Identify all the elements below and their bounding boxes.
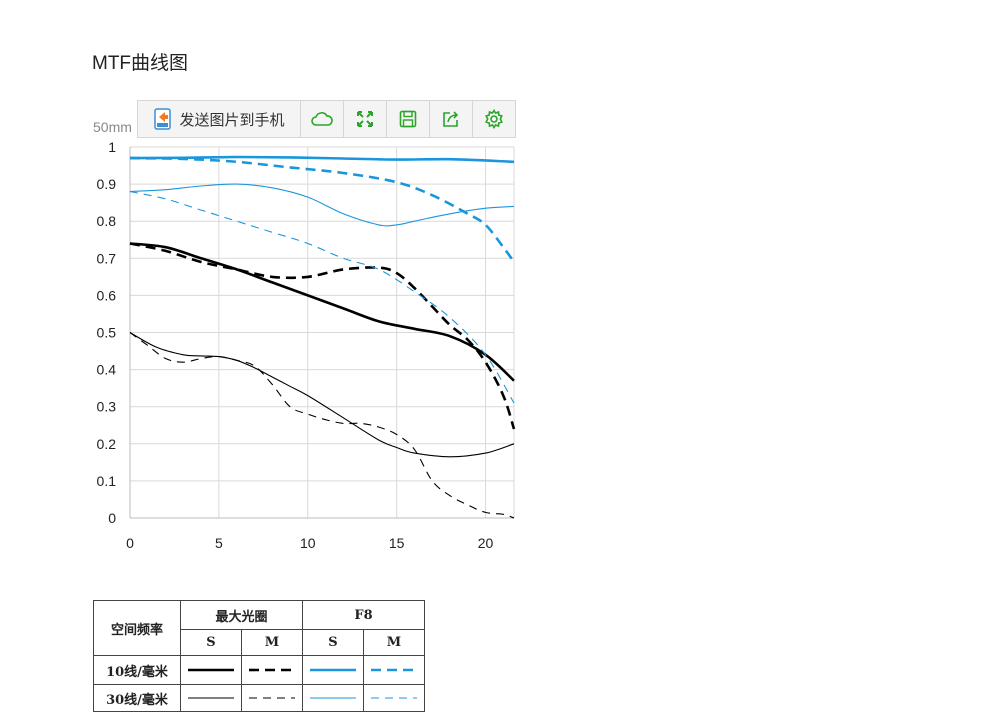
legend-group-max-aperture: 最大光圈 — [180, 600, 303, 630]
legend-subheader: S — [180, 629, 242, 656]
legend-swatch-cell — [241, 655, 303, 685]
legend-swatch — [188, 668, 234, 672]
mtf-series-line-5 — [129, 332, 515, 458]
y-tick-label: 0.2 — [97, 436, 117, 452]
cloud-button[interactable] — [301, 101, 344, 137]
x-tick-label: 10 — [300, 535, 316, 551]
legend-swatch-cell — [363, 655, 425, 685]
mtf-series-line-3 — [129, 155, 515, 164]
send-to-phone-label: 发送图片到手机 — [179, 111, 285, 129]
legend-swatch — [310, 697, 356, 699]
y-tick-label: 0.6 — [97, 287, 117, 303]
fullscreen-button[interactable] — [344, 101, 387, 137]
legend-row-label: 10线/毫米 — [93, 655, 181, 685]
legend-swatch-cell — [180, 684, 242, 712]
legend-swatch — [371, 668, 417, 672]
chart-toolbar: 发送图片到手机 — [137, 100, 516, 138]
mtf-series-line-4 — [129, 156, 516, 263]
x-tick-label: 15 — [389, 535, 405, 551]
y-tick-label: 0.4 — [97, 362, 117, 378]
legend-swatch-cell — [180, 655, 242, 685]
save-button[interactable] — [387, 101, 430, 137]
legend-group-f8: F8 — [302, 600, 425, 630]
page-title: MTF曲线图 — [92, 53, 189, 74]
y-tick-label: 0.1 — [97, 473, 117, 489]
save-icon — [399, 110, 417, 128]
legend-swatch-cell — [302, 655, 364, 685]
phone-send-icon — [154, 108, 172, 130]
focal-length-label: 50mm — [93, 119, 132, 135]
y-tick-label: 0.8 — [97, 213, 117, 229]
settings-button[interactable] — [473, 101, 515, 137]
legend-header-frequency: 空间频率 — [93, 600, 181, 656]
send-to-phone-button[interactable]: 发送图片到手机 — [138, 101, 301, 137]
legend-subheader: S — [302, 629, 364, 656]
y-tick-label: 0.9 — [97, 176, 117, 192]
y-tick-label: 1 — [108, 139, 116, 155]
share-button[interactable] — [430, 101, 473, 137]
legend-swatch — [249, 668, 295, 672]
legend-swatch-cell — [363, 684, 425, 712]
legend-swatch-cell — [241, 684, 303, 712]
x-tick-label: 5 — [215, 535, 223, 551]
legend-table: 空间频率 最大光圈 F8 S M S M 10线/毫米 30线/毫米 — [93, 600, 425, 712]
legend-swatch — [371, 697, 417, 699]
cloud-icon — [311, 112, 333, 126]
share-icon — [443, 111, 459, 127]
x-tick-label: 0 — [126, 535, 134, 551]
legend-swatch — [249, 697, 295, 699]
mtf-series-line-6 — [129, 332, 515, 519]
legend-swatch-cell — [302, 684, 364, 712]
settings-icon — [485, 109, 503, 129]
mtf-series-line-2 — [129, 242, 516, 430]
y-tick-label: 0 — [108, 510, 116, 526]
y-tick-label: 0.7 — [97, 250, 117, 266]
legend-swatch — [188, 697, 234, 699]
fullscreen-icon — [357, 111, 373, 127]
y-tick-label: 0.3 — [97, 399, 117, 415]
x-tick-label: 20 — [478, 535, 494, 551]
y-tick-label: 0.5 — [97, 325, 117, 341]
legend-subheader: M — [241, 629, 303, 656]
mtf-series-line-1 — [129, 242, 515, 382]
legend-swatch — [310, 668, 356, 672]
legend-row-label: 30线/毫米 — [93, 684, 181, 712]
mtf-series-line-8 — [129, 190, 515, 404]
legend-subheader: M — [363, 629, 425, 656]
mtf-series-line-7 — [129, 183, 515, 227]
